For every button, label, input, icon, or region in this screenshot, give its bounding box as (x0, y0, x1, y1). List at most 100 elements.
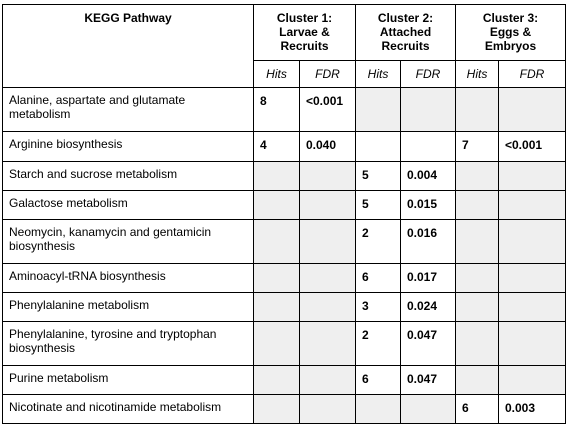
hits-cell (253, 394, 300, 424)
subheader-c1-hits: Hits (253, 60, 300, 88)
hits-cell: 3 (355, 292, 401, 322)
fdr-cell (498, 161, 566, 191)
fdr-cell: 0.047 (400, 365, 456, 395)
fdr-cell: <0.001 (498, 131, 566, 162)
hits-cell (253, 365, 300, 395)
fdr-cell: 0.003 (498, 394, 566, 424)
subheader-c3-fdr: FDR (498, 60, 566, 88)
fdr-cell: 0.015 (400, 190, 456, 220)
cluster-3-line-1: Cluster 3: (482, 11, 539, 25)
subheader-c2-hits: Hits (355, 60, 401, 88)
pathway-name-cell: Nicotinate and nicotinamide metabolism (2, 394, 254, 424)
cluster-2-line-2: Attached (379, 25, 432, 39)
cluster-2-line-1: Cluster 2: (377, 11, 434, 25)
pathway-name-cell: Galactose metabolism (2, 190, 254, 220)
fdr-cell (498, 263, 566, 293)
fdr-cell (498, 87, 566, 132)
header-cluster-2: Cluster 2: Attached Recruits (355, 4, 456, 61)
hits-cell: 4 (253, 131, 300, 162)
pathway-name-cell: Starch and sucrose metabolism (2, 161, 254, 191)
fdr-cell: 0.016 (400, 219, 456, 264)
pathway-name-cell: Neomycin, kanamycin and gentamicin biosy… (2, 219, 254, 264)
hits-cell: 7 (455, 131, 499, 162)
hits-cell (455, 365, 499, 395)
fdr-cell (299, 321, 356, 366)
pathway-name-cell: Phenylalanine, tyrosine and tryptophan b… (2, 321, 254, 366)
fdr-cell (498, 219, 566, 264)
hits-cell: 5 (355, 161, 401, 191)
table-row: Phenylalanine metabolism 3 0.024 (2, 292, 566, 322)
table-row: Nicotinate and nicotinamide metabolism 6 0… (2, 394, 566, 424)
fdr-cell (299, 190, 356, 220)
cluster-3-line-2: Eggs & (489, 25, 532, 39)
pathway-name-cell: Arginine biosynthesis (2, 131, 254, 162)
fdr-cell (498, 321, 566, 366)
hits-cell: 6 (455, 394, 499, 424)
kegg-enrichment-table: KEGG Pathway Cluster 1: Larvae & Recruit… (2, 4, 566, 424)
table-row: Starch and sucrose metabolism 5 0.004 (2, 161, 566, 191)
table-row: Phenylalanine, tyrosine and tryptophan b… (2, 321, 566, 366)
pathway-name-cell: Alanine, aspartate and glutamate metabol… (2, 87, 254, 132)
hits-cell (455, 263, 499, 293)
fdr-cell (299, 292, 356, 322)
fdr-cell (498, 292, 566, 322)
hits-cell (455, 190, 499, 220)
hits-cell: 8 (253, 87, 300, 132)
hits-cell (355, 131, 401, 162)
pathway-name-cell: Aminoacyl-tRNA biosynthesis (2, 263, 254, 293)
fdr-cell: 0.017 (400, 263, 456, 293)
table-row: Aminoacyl-tRNA biosynthesis 6 0.017 (2, 263, 566, 293)
pathway-name-cell: Purine metabolism (2, 365, 254, 395)
fdr-cell (299, 219, 356, 264)
hits-cell (253, 292, 300, 322)
hits-cell: 5 (355, 190, 401, 220)
fdr-cell: <0.001 (299, 87, 356, 132)
cluster-1-line-3: Recruits (280, 39, 329, 53)
table-row: Galactose metabolism 5 0.015 (2, 190, 566, 220)
fdr-cell: 0.024 (400, 292, 456, 322)
table-row: Alanine, aspartate and glutamate metabol… (2, 87, 566, 132)
hits-cell (253, 263, 300, 293)
hits-cell (355, 87, 401, 132)
hits-cell (253, 161, 300, 191)
table-row: Neomycin, kanamycin and gentamicin biosy… (2, 219, 566, 264)
header-cluster-3: Cluster 3: Eggs & Embryos (455, 4, 566, 61)
table-row: Arginine biosynthesis 4 0.040 7 <0.001 (2, 131, 566, 162)
fdr-cell (299, 161, 356, 191)
hits-cell: 6 (355, 263, 401, 293)
hits-cell (455, 87, 499, 132)
table-row: Purine metabolism 6 0.047 (2, 365, 566, 395)
fdr-cell (299, 263, 356, 293)
hits-cell (455, 292, 499, 322)
fdr-cell (299, 394, 356, 424)
subheader-c2-fdr: FDR (400, 60, 456, 88)
fdr-cell: 0.040 (299, 131, 356, 162)
hits-cell: 2 (355, 321, 401, 366)
fdr-cell (299, 365, 356, 395)
cluster-1-line-1: Cluster 1: (276, 11, 333, 25)
fdr-cell (498, 365, 566, 395)
subheader-c1-fdr: FDR (299, 60, 356, 88)
pathway-name-cell: Phenylalanine metabolism (2, 292, 254, 322)
cluster-1-line-2: Larvae & (279, 25, 330, 39)
hits-cell (253, 190, 300, 220)
hits-cell (253, 321, 300, 366)
fdr-cell (498, 190, 566, 220)
fdr-cell (400, 87, 456, 132)
header-cluster-1: Cluster 1: Larvae & Recruits (253, 4, 356, 61)
hits-cell (253, 219, 300, 264)
table-body: Alanine, aspartate and glutamate metabol… (2, 87, 566, 424)
hits-cell (455, 219, 499, 264)
hits-cell (355, 394, 401, 424)
cluster-2-line-3: Recruits (381, 39, 430, 53)
hits-cell (455, 321, 499, 366)
fdr-cell (400, 131, 456, 162)
hits-cell: 2 (355, 219, 401, 264)
fdr-cell: 0.047 (400, 321, 456, 366)
header-kegg-pathway: KEGG Pathway (2, 4, 254, 88)
fdr-cell: 0.004 (400, 161, 456, 191)
cluster-3-line-3: Embryos (484, 39, 537, 53)
hits-cell: 6 (355, 365, 401, 395)
fdr-cell (400, 394, 456, 424)
subheader-c3-hits: Hits (455, 60, 499, 88)
